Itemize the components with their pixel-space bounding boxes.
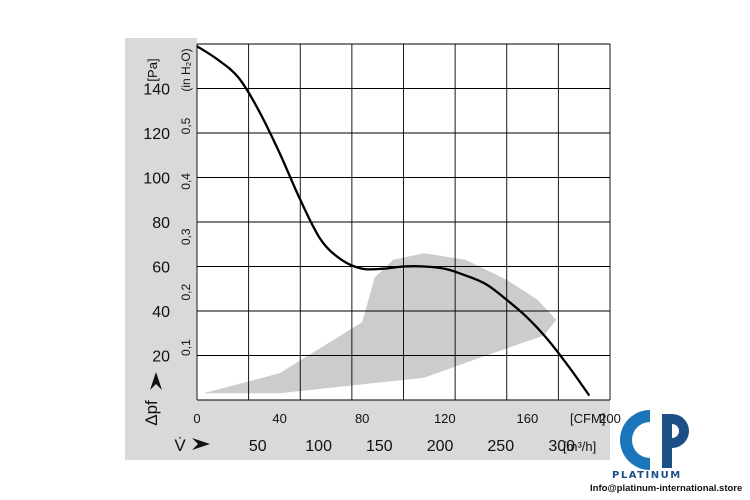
operating-range-area — [203, 253, 557, 394]
x-tick-label: 0 — [193, 411, 200, 426]
y-tick-label: 60 — [152, 260, 170, 277]
x-secondary-tick-label: 50 — [249, 438, 267, 455]
platinum-logo-icon — [620, 410, 689, 470]
x-axis-arrow-icon — [192, 438, 210, 450]
y-secondary-tick-label: 0,4 — [179, 173, 193, 190]
y-tick-label: 120 — [143, 126, 170, 143]
x-axis-symbol: V̇ — [174, 436, 186, 455]
y-tick-label: 40 — [152, 304, 170, 321]
y-tick-label: 140 — [143, 82, 170, 99]
brand-email: Info@platinum-international.store — [590, 483, 743, 494]
y-secondary-unit-label: (in H₂O) — [179, 48, 193, 91]
x-tick-label: 200 — [599, 411, 621, 426]
x-secondary-tick-label: 300 — [548, 438, 575, 455]
x-tick-label: 80 — [355, 411, 369, 426]
y-tick-label: 100 — [143, 171, 170, 188]
pressure-curve-line — [196, 45, 591, 397]
y-secondary-tick-label: 0,1 — [179, 339, 193, 356]
x-secondary-tick-label: 150 — [366, 438, 393, 455]
brand-name: PLATINUM — [612, 470, 682, 481]
x-unit-label: [CFM] — [570, 411, 605, 426]
axis-labels: 20 40 60 80 100 120 140[Pa] Δpf 0,1 0,2 0,3 0,4 0,5 (… — [142, 48, 621, 455]
x-tick-label: 120 — [434, 411, 456, 426]
x-secondary-tick-label: 100 — [305, 438, 332, 455]
bottom-axis-panel — [125, 400, 610, 460]
x-tick-label: 160 — [517, 411, 539, 426]
y-tick-label: 80 — [152, 215, 170, 232]
y-secondary-tick-label: 0,2 — [179, 284, 193, 301]
y-unit-label: [Pa] — [145, 58, 160, 81]
y-secondary-tick-label: 0,3 — [179, 228, 193, 245]
y-axis-arrow-icon — [150, 372, 162, 390]
y-secondary-tick-label: 0,5 — [179, 117, 193, 134]
left-axis-panel — [125, 38, 197, 400]
x-tick-label: 40 — [272, 411, 286, 426]
y-tick-label: 20 — [152, 349, 170, 366]
x-secondary-unit-label: [m³/h] — [563, 439, 596, 454]
operating-range-layer — [203, 253, 557, 394]
y-axis-symbol: Δpf — [142, 400, 161, 426]
curve-layer — [196, 45, 591, 397]
x-secondary-tick-label: 200 — [427, 438, 454, 455]
x-secondary-tick-label: 250 — [487, 438, 514, 455]
top-axis-strip — [197, 38, 610, 44]
